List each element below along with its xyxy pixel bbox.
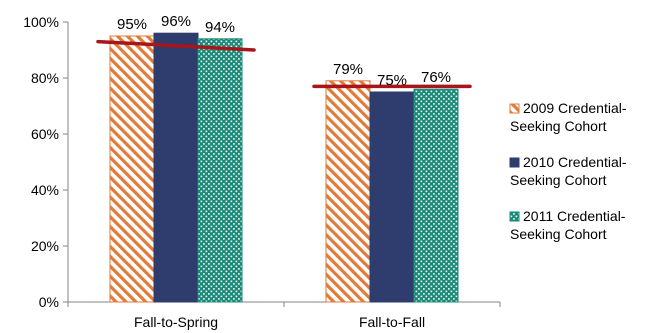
data-label: 94%	[205, 19, 235, 36]
legend-label: 2010 Credential-Seeking Cohort	[510, 154, 627, 188]
data-label: 79%	[333, 61, 363, 78]
data-label: 96%	[161, 13, 191, 30]
y-axis: 0% 20% 40% 60% 80% 100%	[23, 14, 69, 310]
bar	[197, 38, 243, 303]
legend-label: 2009 Credential-Seeking Cohort	[510, 100, 627, 134]
bar	[325, 80, 371, 303]
bar	[413, 88, 459, 303]
x-axis: Fall-to-Spring Fall-to-Fall	[67, 301, 501, 330]
x-tick-label: Fall-to-Fall	[359, 314, 425, 330]
y-tick-label: 40%	[31, 182, 59, 198]
data-label: 95%	[117, 16, 147, 33]
y-tick-label: 80%	[31, 70, 59, 86]
legend-swatch	[509, 157, 520, 168]
bar	[109, 35, 155, 303]
bar	[153, 32, 199, 303]
legend-swatch	[509, 211, 520, 222]
data-label: 76%	[421, 69, 451, 86]
trend-line	[96, 39, 256, 52]
y-tick-label: 100%	[23, 14, 59, 30]
y-tick-label: 0%	[39, 294, 59, 310]
legend-label: 2011 Credential-Seeking Cohort	[510, 208, 626, 242]
legend-swatch	[509, 103, 520, 114]
y-tick-label: 20%	[31, 238, 59, 254]
data-label: 75%	[377, 72, 407, 89]
legend: 2009 Credential-Seeking Cohort 2010 Crede…	[509, 100, 627, 242]
x-tick-label: Fall-to-Spring	[134, 314, 218, 330]
bar	[369, 91, 415, 303]
y-tick-label: 60%	[31, 126, 59, 142]
